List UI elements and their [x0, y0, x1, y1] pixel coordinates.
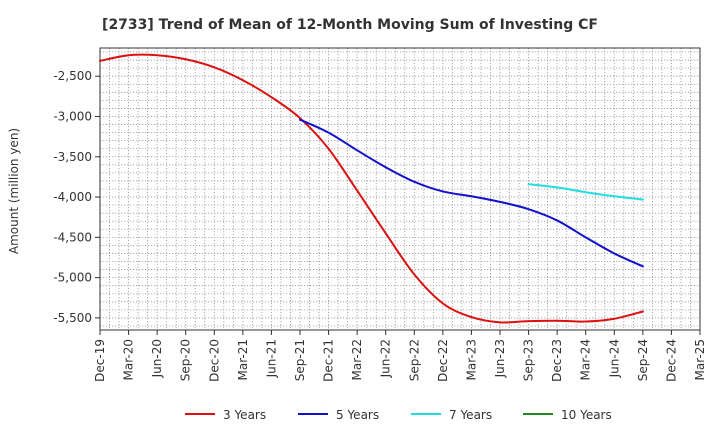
y-axis-ticks: -2,500 -3,000 -3,500 -4,000 -4,500 -5,000 -5,5… — [53, 69, 100, 325]
x-tick-label: Dec-23 — [550, 339, 564, 382]
legend: 3 Years 5 Years 7 Years 10 Years — [185, 408, 612, 422]
legend-label: 3 Years — [223, 408, 266, 422]
x-tick-label: Jun-23 — [493, 339, 507, 378]
y-tick-label: -2,500 — [53, 69, 92, 83]
x-tick-label: Jun-21 — [264, 339, 278, 378]
x-tick-label: Dec-20 — [207, 339, 221, 382]
plot-area-frame — [99, 47, 701, 331]
x-tick-label: Sep-23 — [522, 339, 536, 381]
y-tick-label: -5,500 — [53, 311, 92, 325]
x-axis-ticks: Dec-19 Mar-20 Jun-20 Sep-20 Dec-20 Mar-21 Jun-… — [93, 330, 707, 382]
x-tick-label: Sep-21 — [293, 339, 307, 381]
x-tick-label: Mar-25 — [693, 339, 707, 380]
x-tick-label: Sep-24 — [636, 339, 650, 381]
series-line-3 — [527, 183, 644, 201]
x-tick-label: Mar-23 — [464, 339, 478, 380]
x-tick-label: Sep-20 — [179, 339, 193, 381]
y-tick-label: -3,500 — [53, 150, 92, 164]
x-tick-label: Jun-20 — [150, 339, 164, 378]
x-tick-label: Mar-22 — [350, 339, 364, 380]
series-lines — [99, 53, 644, 324]
grid — [100, 48, 700, 330]
y-tick-label: -4,500 — [53, 230, 92, 244]
chart-title: [2733] Trend of Mean of 12-Month Moving … — [102, 17, 598, 33]
x-tick-label: Dec-21 — [322, 339, 336, 382]
y-axis-label: Amount (million yen) — [7, 128, 21, 254]
y-tick-label: -3,000 — [53, 109, 92, 123]
series-line-1 — [99, 53, 644, 324]
x-tick-label: Sep-22 — [407, 339, 421, 381]
series-line-2 — [299, 118, 644, 268]
y-tick-label: -4,000 — [53, 190, 92, 204]
x-tick-label: Dec-24 — [664, 339, 678, 382]
x-tick-label: Dec-22 — [436, 339, 450, 382]
x-tick-label: Mar-21 — [236, 339, 250, 380]
legend-label: 5 Years — [336, 408, 379, 422]
x-tick-label: Jun-22 — [379, 339, 393, 378]
x-tick-label: Mar-20 — [122, 339, 136, 380]
y-tick-label: -5,000 — [53, 271, 92, 285]
x-tick-label: Mar-24 — [579, 339, 593, 380]
x-tick-label: Dec-19 — [93, 339, 107, 382]
x-tick-label: Jun-24 — [607, 339, 621, 378]
legend-label: 7 Years — [449, 408, 492, 422]
legend-label: 10 Years — [561, 408, 612, 422]
